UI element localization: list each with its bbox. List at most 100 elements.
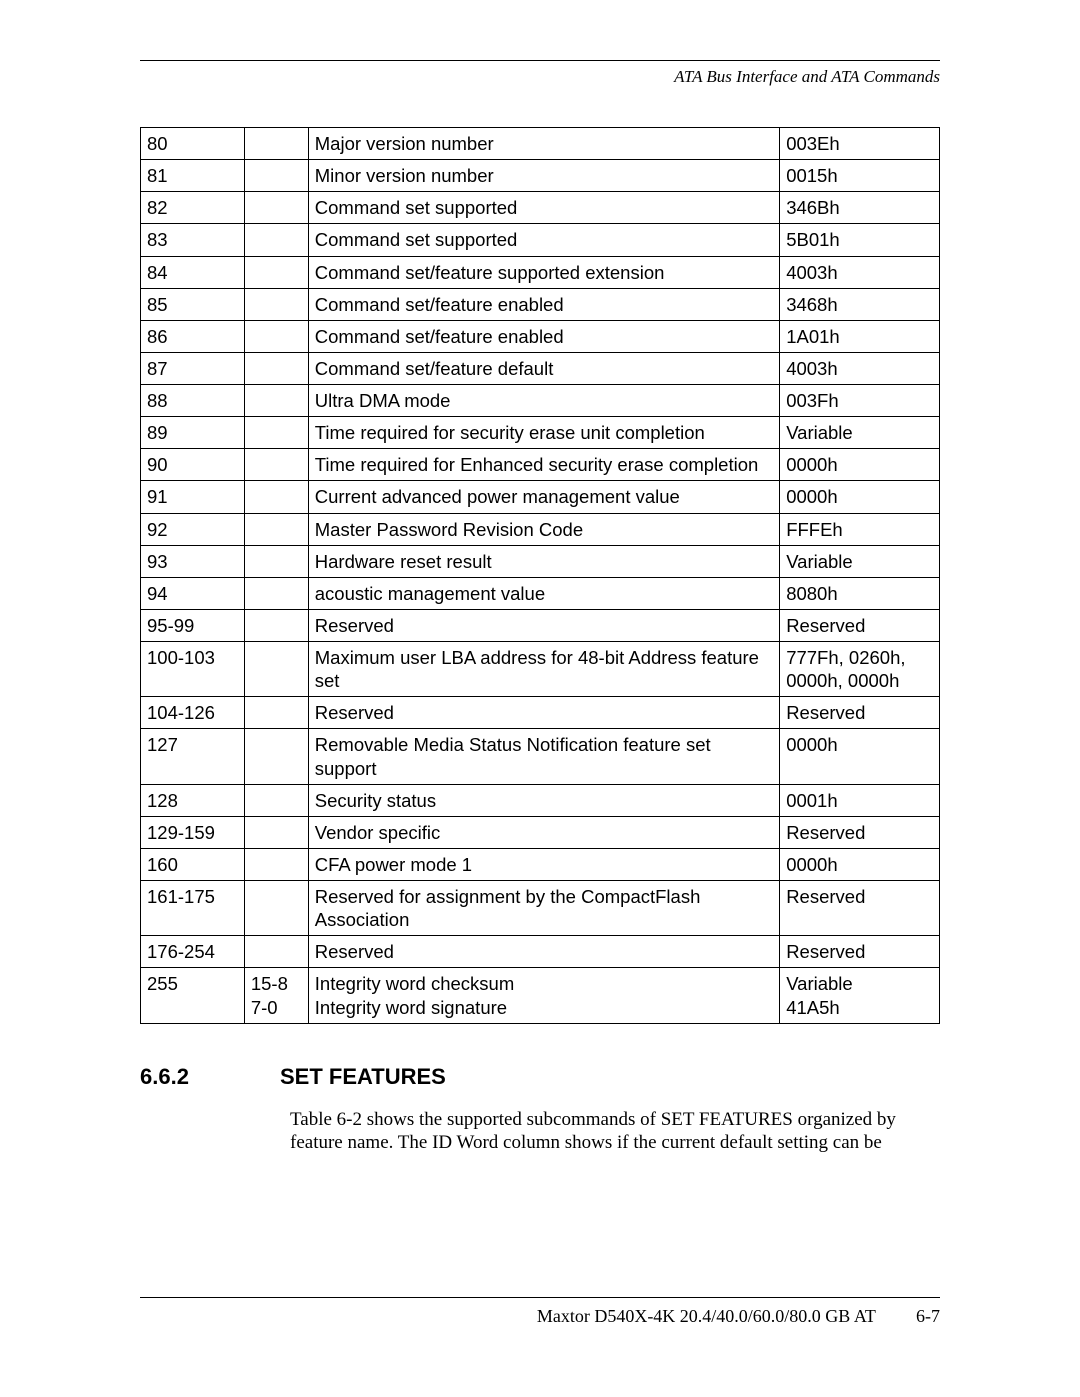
table-cell-desc: Hardware reset result: [308, 545, 779, 577]
table-cell-bits: [244, 642, 308, 697]
table-row: 87 Command set/feature default4003h: [141, 352, 940, 384]
table-cell-word: 82: [141, 192, 245, 224]
table-cell-desc: Reserved: [308, 609, 779, 641]
table-cell-word: 94: [141, 577, 245, 609]
table-cell-desc: Maximum user LBA address for 48-bit Addr…: [308, 642, 779, 697]
table-cell-desc: Vendor specific: [308, 816, 779, 848]
table-row: 81 Minor version number0015h: [141, 160, 940, 192]
table-cell-word: 91: [141, 481, 245, 513]
table-cell-desc: Master Password Revision Code: [308, 513, 779, 545]
table-cell-bits: [244, 784, 308, 816]
table-row: 104-126ReservedReserved: [141, 697, 940, 729]
table-row: 25515-87-0Integrity word checksumIntegri…: [141, 968, 940, 1023]
table-row: 86Command set/feature enabled1A01h: [141, 320, 940, 352]
table-cell-value: 0015h: [780, 160, 940, 192]
table-cell-desc: Integrity word checksumIntegrity word si…: [308, 968, 779, 1023]
table-cell-bits: [244, 609, 308, 641]
table-cell-value: 0000h: [780, 481, 940, 513]
table-row: 95-99ReservedReserved: [141, 609, 940, 641]
table-cell-bits: [244, 577, 308, 609]
table-cell-word: 100-103: [141, 642, 245, 697]
table-row: 160CFA power mode 10000h: [141, 848, 940, 880]
table-cell-word: 255: [141, 968, 245, 1023]
table-cell-value: 0000h: [780, 848, 940, 880]
table-cell-word: 85: [141, 288, 245, 320]
table-cell-value: Variable41A5h: [780, 968, 940, 1023]
table-cell-bits: [244, 449, 308, 481]
table-cell-desc: Command set/feature enabled: [308, 288, 779, 320]
page-footer: Maxtor D540X-4K 20.4/40.0/60.0/80.0 GB A…: [140, 1306, 940, 1327]
table-cell-word: 86: [141, 320, 245, 352]
table-cell-desc: Command set/feature enabled: [308, 320, 779, 352]
table-cell-bits: [244, 320, 308, 352]
table-cell-word: 127: [141, 729, 245, 784]
table-cell-bits: [244, 224, 308, 256]
footer-page-number: 6-7: [916, 1306, 940, 1327]
table-row: 127 Removable Media Status Notification f…: [141, 729, 940, 784]
table-cell-bits: [244, 385, 308, 417]
table-cell-word: 87: [141, 352, 245, 384]
table-cell-bits: [244, 128, 308, 160]
table-row: 85 Command set/feature enabled3468h: [141, 288, 940, 320]
section-paragraph: Table 6-2 shows the supported subcommand…: [290, 1108, 940, 1156]
table-cell-value: 0000h: [780, 449, 940, 481]
table-cell-desc: Command set supported: [308, 224, 779, 256]
table-cell-desc: acoustic management value: [308, 577, 779, 609]
table-cell-value: 8080h: [780, 577, 940, 609]
table-cell-word: 88: [141, 385, 245, 417]
table-cell-desc: Security status: [308, 784, 779, 816]
table-cell-value: Variable: [780, 417, 940, 449]
table-cell-word: 95-99: [141, 609, 245, 641]
table-cell-value: 0001h: [780, 784, 940, 816]
table-cell-desc: Reserved for assignment by the CompactFl…: [308, 881, 779, 936]
table-cell-word: 81: [141, 160, 245, 192]
table-cell-word: 83: [141, 224, 245, 256]
table-cell-value: 3468h: [780, 288, 940, 320]
table-cell-bits: [244, 481, 308, 513]
table-cell-word: 89: [141, 417, 245, 449]
table-row: 92Master Password Revision CodeFFFEh: [141, 513, 940, 545]
table-cell-bits: [244, 697, 308, 729]
table-row: 128Security status0001h: [141, 784, 940, 816]
section-title: SET FEATURES: [280, 1064, 446, 1089]
table-cell-bits: [244, 513, 308, 545]
table-cell-value: 0000h: [780, 729, 940, 784]
table-row: 176-254ReservedReserved: [141, 936, 940, 968]
table-row: 88Ultra DMA mode003Fh: [141, 385, 940, 417]
table-cell-value: 5B01h: [780, 224, 940, 256]
table-cell-desc: Time required for security erase unit co…: [308, 417, 779, 449]
table-cell-value: 4003h: [780, 352, 940, 384]
table-cell-word: 80: [141, 128, 245, 160]
table-cell-bits: [244, 848, 308, 880]
table-cell-value: 4003h: [780, 256, 940, 288]
table-cell-bits: [244, 729, 308, 784]
table-cell-desc: Command set supported: [308, 192, 779, 224]
table-cell-desc: Command set/feature default: [308, 352, 779, 384]
table-cell-value: Variable: [780, 545, 940, 577]
table-row: 89 Time required for security erase unit …: [141, 417, 940, 449]
table-cell-value: Reserved: [780, 881, 940, 936]
table-cell-bits: [244, 160, 308, 192]
table-cell-desc: Removable Media Status Notification feat…: [308, 729, 779, 784]
table-row: 100-103 Maximum user LBA address for 48-b…: [141, 642, 940, 697]
table-cell-desc: Minor version number: [308, 160, 779, 192]
table-cell-desc: Ultra DMA mode: [308, 385, 779, 417]
table-cell-value: Reserved: [780, 936, 940, 968]
table-cell-word: 129-159: [141, 816, 245, 848]
table-cell-value: 003Eh: [780, 128, 940, 160]
table-cell-value: Reserved: [780, 816, 940, 848]
table-cell-desc: CFA power mode 1: [308, 848, 779, 880]
table-cell-word: 104-126: [141, 697, 245, 729]
table-cell-desc: Reserved: [308, 697, 779, 729]
running-header: ATA Bus Interface and ATA Commands: [140, 67, 940, 87]
table-row: 93 Hardware reset resultVariable: [141, 545, 940, 577]
table-cell-word: 93: [141, 545, 245, 577]
table-row: 80Major version number003Eh: [141, 128, 940, 160]
table-cell-word: 161-175: [141, 881, 245, 936]
section-number: 6.6.2: [140, 1064, 280, 1090]
footer-product: Maxtor D540X-4K 20.4/40.0/60.0/80.0 GB A…: [537, 1306, 876, 1326]
table-row: 161-175 Reserved for assignment by the Co…: [141, 881, 940, 936]
table-cell-desc: Reserved: [308, 936, 779, 968]
table-row: 129-159 Vendor specificReserved: [141, 816, 940, 848]
table-cell-value: 346Bh: [780, 192, 940, 224]
